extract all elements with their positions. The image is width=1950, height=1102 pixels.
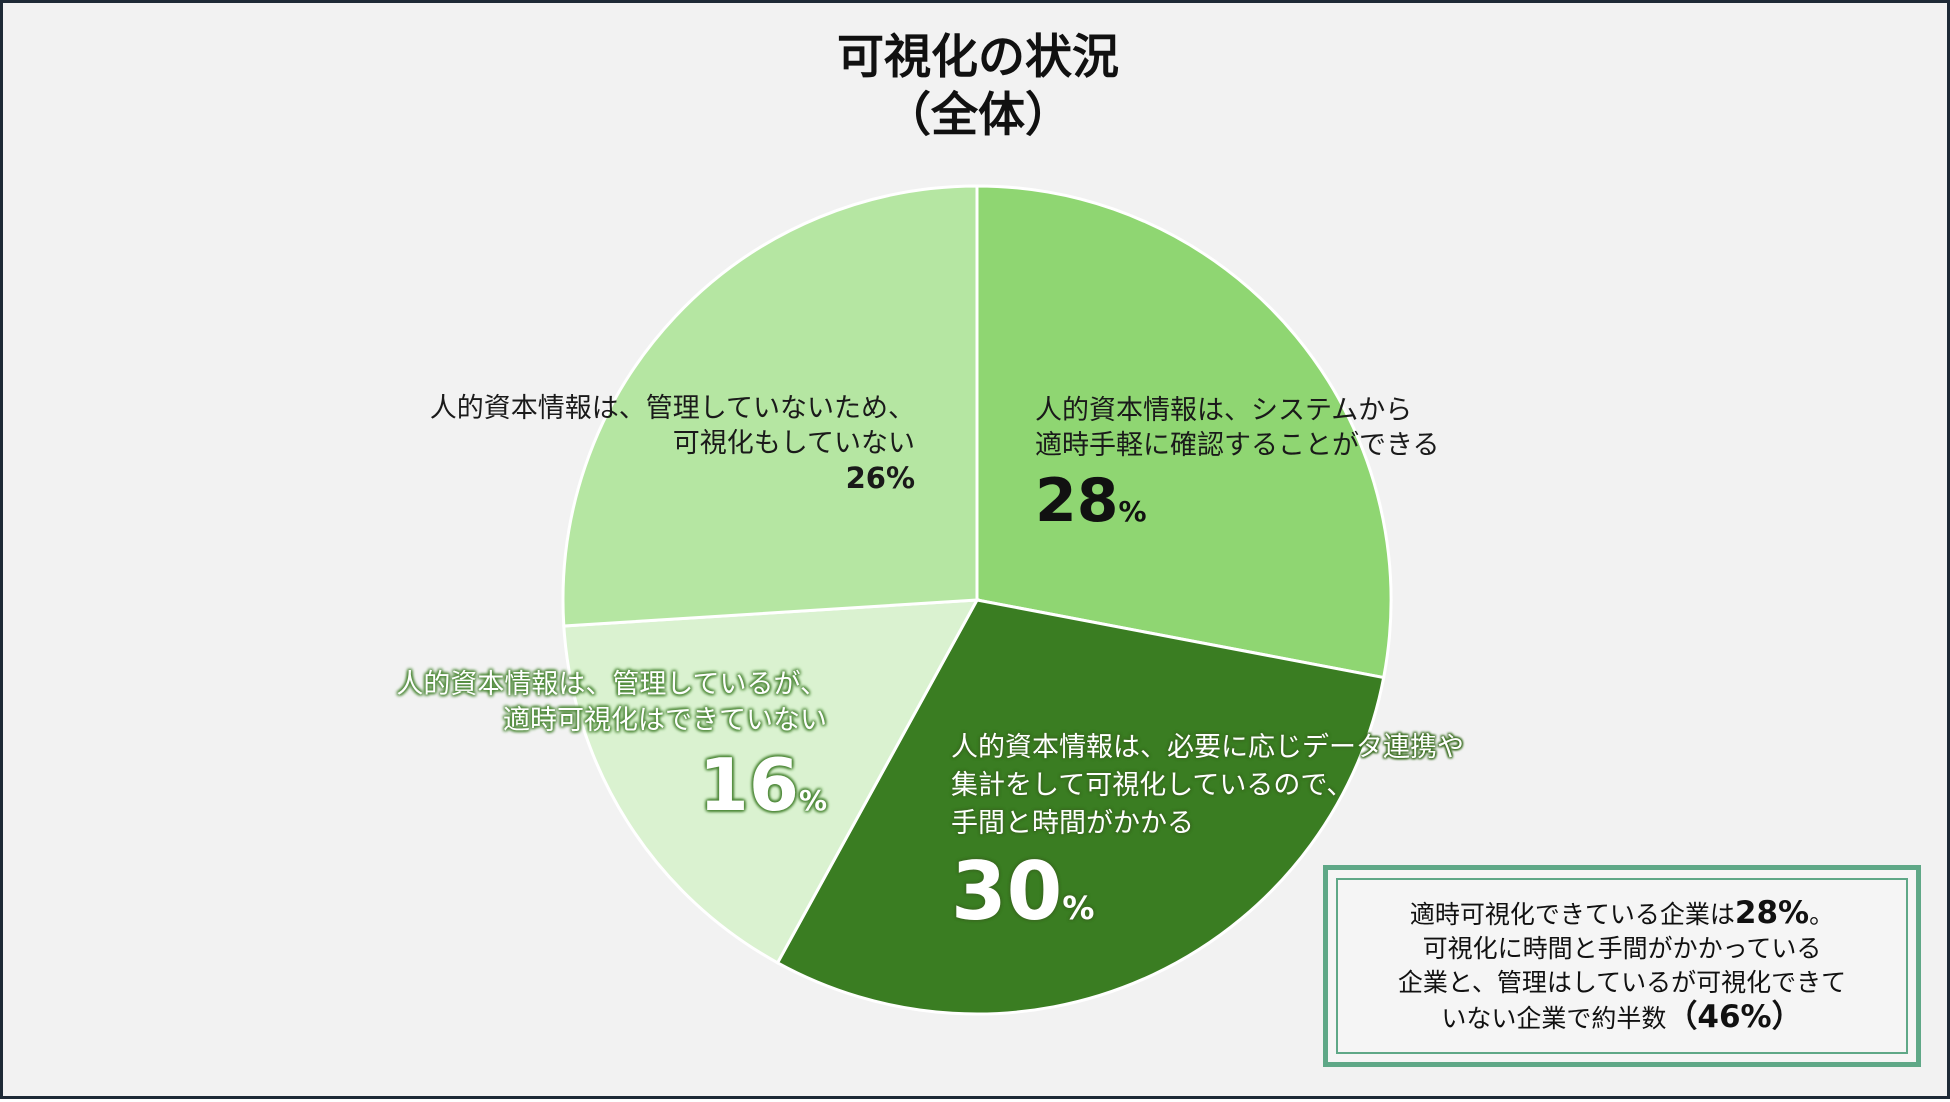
pie-chart (561, 184, 1393, 1016)
note-line-4: いない企業で約半数（46%） (1441, 1000, 1802, 1036)
slice-unit: % (1118, 495, 1147, 528)
slice-unit: % (1062, 889, 1095, 927)
pie-slice-28 (975, 184, 1393, 680)
slice-label-line: 集計をして可視化しているので、 (951, 770, 1354, 801)
note-line-2: 可視化に時間と手間がかかっている (1422, 934, 1822, 963)
note-line-1: 適時可視化できている企業は28%。 (1410, 896, 1834, 932)
slice-label-line: 適時手軽に確認することができる (1035, 430, 1440, 461)
slice-label-line: 適時可視化はできていない (503, 705, 827, 736)
slice-label-16: 人的資本情報は、管理しているが、 適時可視化はできていない 16% (396, 667, 827, 847)
pie-slice-30 (775, 598, 1386, 1016)
slice-label-line: 人的資本情報は、管理しているが、 (396, 669, 827, 700)
summary-note-inner: 適時可視化できている企業は28%。 可視化に時間と手間がかかっている 企業と、管… (1336, 878, 1908, 1054)
slice-label-line: 人的資本情報は、必要に応じデータ連携や (951, 732, 1464, 763)
note-text: いない企業で約半数 (1441, 1004, 1667, 1033)
pie-slice-26 (561, 184, 979, 628)
note-line-3: 企業と、管理はしているが可視化できて (1397, 968, 1847, 997)
slice-label-26: 人的資本情報は、管理していないため、 可視化もしていない 26% (430, 391, 915, 496)
slice-unit: % (798, 784, 827, 817)
chart-title-line-1: 可視化の状況 (837, 30, 1119, 85)
chart-title: 可視化の状況 （全体） (3, 29, 1950, 145)
slice-label-line: 可視化もしていない (672, 428, 915, 459)
slice-label-30: 人的資本情報は、必要に応じデータ連携や 集計をして可視化しているので、 手間と時… (951, 729, 1464, 959)
slice-value: 30 (951, 845, 1063, 938)
slice-value: 28 (1035, 466, 1119, 536)
slice-value: 16 (698, 743, 799, 827)
chart-title-line-2: （全体） (884, 88, 1072, 143)
slice-label-line: 人的資本情報は、管理していないため、 (429, 393, 915, 424)
note-text: 。 (1809, 900, 1835, 929)
slice-label-line: 手間と時間がかかる (951, 808, 1194, 839)
slice-label-line: 人的資本情報は、システムから (1035, 395, 1413, 426)
note-highlight: （46%） (1666, 999, 1803, 1035)
note-highlight: 28% (1734, 895, 1810, 931)
slice-value: 26 (845, 461, 886, 495)
summary-note-box: 適時可視化できている企業は28%。 可視化に時間と手間がかかっている 企業と、管… (1323, 865, 1921, 1067)
slice-label-28: 人的資本情報は、システムから 適時手軽に確認することができる 28% (1035, 393, 1439, 552)
pie-slice-16 (562, 598, 980, 965)
note-text: 適時可視化できている企業は (1409, 900, 1735, 929)
slice-unit: % (885, 461, 915, 495)
